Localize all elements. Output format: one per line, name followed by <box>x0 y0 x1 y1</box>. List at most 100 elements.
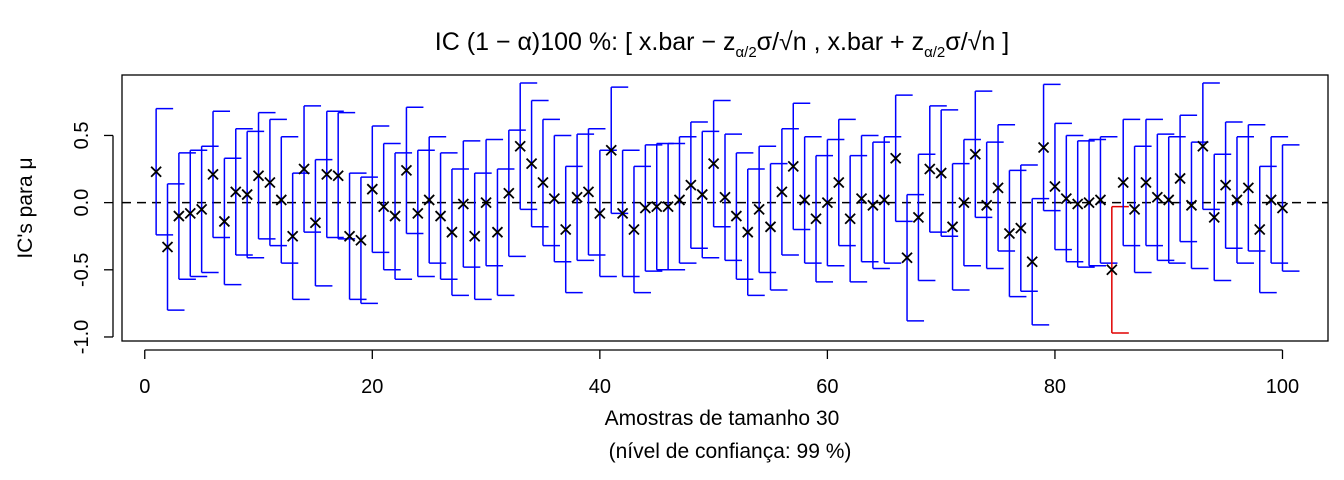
mean-marker <box>776 186 788 198</box>
mean-marker <box>389 210 401 222</box>
confidence-interval <box>878 136 902 264</box>
confidence-interval <box>1276 144 1300 272</box>
mean-marker <box>685 179 697 191</box>
confidence-interval <box>1208 153 1232 282</box>
mean-marker <box>537 176 549 189</box>
confidence-interval <box>321 110 344 239</box>
confidence-interval <box>992 123 1016 252</box>
confidence-interval <box>639 144 663 272</box>
mean-marker <box>1140 176 1152 189</box>
confidence-interval <box>537 118 560 247</box>
confidence-interval <box>662 142 686 271</box>
confidence-interval <box>946 162 970 291</box>
confidence-interval <box>1174 114 1198 243</box>
confidence-interval <box>1117 118 1141 247</box>
mean-marker <box>309 217 322 229</box>
confidence-interval <box>1128 145 1152 274</box>
confidence-interval <box>1037 83 1061 212</box>
mean-marker <box>594 207 606 220</box>
mean-marker <box>924 163 936 175</box>
confidence-interval <box>1242 123 1266 252</box>
confidence-interval <box>696 130 720 259</box>
confidence-interval <box>275 136 299 264</box>
confidence-interval <box>491 168 515 297</box>
confidence-interval <box>480 138 504 267</box>
mean-marker <box>275 194 287 206</box>
mean-marker <box>491 226 504 238</box>
mean-marker <box>161 241 174 253</box>
confidence-interval <box>514 82 538 211</box>
confidence-interval <box>1219 121 1243 250</box>
confidence-interval <box>969 90 993 219</box>
confidence-interval <box>1231 136 1254 264</box>
confidence-interval <box>446 168 469 297</box>
x-tick-label: 80 <box>1044 376 1066 398</box>
mean-marker <box>890 152 902 164</box>
confidence-interval <box>525 99 549 228</box>
confidence-interval <box>560 165 583 294</box>
mean-marker <box>651 201 663 213</box>
mean-marker <box>1083 196 1095 209</box>
confidence-interval <box>1015 164 1038 293</box>
mean-marker <box>719 191 731 203</box>
confidence-interval <box>241 130 265 259</box>
confidence-interval <box>1151 133 1175 262</box>
confidence-interval <box>867 141 890 270</box>
confidence-interval <box>343 172 367 301</box>
confidence-interval <box>753 145 777 274</box>
confidence-interval <box>355 176 378 305</box>
confidence-interval <box>776 127 799 256</box>
mean-marker <box>321 168 333 181</box>
mean-marker <box>935 167 947 179</box>
confidence-interval <box>218 157 242 286</box>
confidence-interval <box>457 140 481 268</box>
y-tick-label: 0.5 <box>71 122 93 150</box>
mean-marker <box>867 199 879 211</box>
confidence-interval <box>764 162 788 291</box>
mean-marker <box>1219 179 1232 191</box>
confidence-interval <box>434 152 458 280</box>
y-tick-label: -0.5 <box>71 253 93 287</box>
mean-marker <box>696 188 708 201</box>
confidence-interval <box>1185 141 1209 270</box>
mean-marker <box>1060 192 1072 205</box>
mean-marker <box>912 211 925 224</box>
confidence-interval <box>821 138 845 267</box>
mean-marker <box>799 194 811 206</box>
mean-marker <box>1151 191 1163 203</box>
confidence-interval <box>901 193 925 322</box>
confidence-interval <box>1060 134 1084 263</box>
mean-marker <box>1106 264 1118 276</box>
mean-marker <box>252 170 265 182</box>
mean-marker <box>616 207 629 220</box>
mean-marker <box>673 194 686 206</box>
mean-marker <box>560 223 572 236</box>
mean-marker <box>1254 223 1266 236</box>
mean-marker <box>434 210 447 222</box>
confidence-interval <box>412 149 435 278</box>
confidence-interval <box>389 152 413 280</box>
mean-marker <box>855 192 868 205</box>
mean-marker <box>1185 199 1198 211</box>
y-axis-label: IC's para μ <box>14 157 37 258</box>
confidence-interval <box>571 133 595 262</box>
confidence-interval <box>935 109 959 237</box>
confidence-interval <box>1140 118 1163 247</box>
confidence-interval <box>378 142 401 271</box>
confidence-interval <box>252 111 276 240</box>
confidence-interval <box>685 121 708 250</box>
mean-marker <box>469 230 481 242</box>
confidence-interval <box>1106 205 1129 334</box>
mean-marker <box>1128 203 1141 215</box>
confidence-interval <box>366 125 390 254</box>
x-axis-label: Amostras de tamanho 30 <box>605 407 840 430</box>
mean-marker <box>730 210 743 222</box>
confidence-interval <box>423 136 447 264</box>
confidence-interval <box>298 105 322 233</box>
mean-marker <box>332 170 344 182</box>
confidence-interval <box>730 152 754 280</box>
confidence-interval <box>1083 138 1107 267</box>
mean-marker <box>1242 182 1254 194</box>
mean-marker <box>503 187 515 199</box>
